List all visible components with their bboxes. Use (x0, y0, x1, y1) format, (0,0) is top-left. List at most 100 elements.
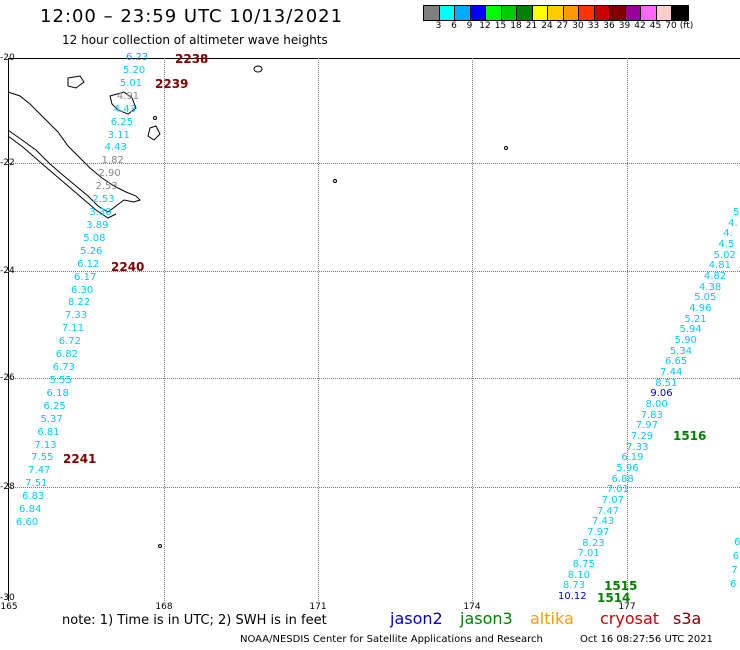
far-east-track-value: 6 (732, 551, 740, 562)
coastline-loyalty-north (67, 75, 85, 89)
lat-label-22: -22 (0, 158, 15, 168)
scale-swatch-13 (625, 6, 641, 20)
east-track-value: 7.33 (626, 441, 649, 453)
lat-label-26: -26 (0, 373, 15, 383)
east-track-value: 5.90 (674, 335, 697, 346)
west-track-value: 6.72 (58, 336, 82, 348)
west-track-value: 6.83 (22, 491, 45, 503)
west-track-value: 6.81 (37, 426, 60, 438)
east-track-value: 4. (723, 228, 733, 240)
east-track-value: 8.10 (567, 569, 590, 581)
east-track-value: 10.12 (558, 591, 587, 602)
east-track-value: 5.02 (713, 249, 736, 261)
west-track-value: 5.20 (122, 64, 146, 76)
west-track-value: 6.60 (16, 517, 39, 528)
east-track-value: 4.5 (718, 239, 735, 250)
gridline-lat-26 (8, 378, 740, 379)
east-track-value: 7.01 (577, 548, 600, 560)
west-track-value: 1.82 (101, 155, 124, 167)
scale-label: 70 (665, 21, 677, 31)
scale-label: 15 (494, 21, 507, 31)
gridline-lon-174 (472, 58, 473, 601)
coastline-loyalty-south (109, 91, 137, 115)
east-track-value: 8.75 (572, 559, 595, 570)
scale-swatch-2 (455, 6, 471, 20)
scale-label: (ft) (679, 21, 694, 31)
west-track-value: 4.91 (116, 90, 140, 102)
legend-note: note: 1) Time is in UTC; 2) SWH is in fe… (62, 613, 327, 628)
west-track-value: 7.47 (28, 465, 51, 477)
west-track-value: 6.30 (71, 284, 94, 296)
far-east-track-value: 7 (731, 565, 738, 576)
west-track-value: 3.89 (86, 219, 109, 231)
pass-label-1516: 1516 (673, 429, 707, 443)
scale-label: 27 (556, 21, 569, 31)
legend-jason3: jason3 (460, 609, 513, 628)
east-track-value: 5 (733, 207, 740, 218)
far-east-track-value: 6 (730, 579, 737, 590)
scale-label: 9 (466, 21, 473, 31)
east-track-value: 9.06 (650, 388, 673, 400)
scale-label: 39 (618, 21, 631, 31)
legend-cryosat: cryosat (600, 609, 660, 628)
west-track-value: 2.53 (92, 194, 115, 206)
east-track-value: 7.97 (635, 420, 659, 432)
east-track-value: 4.96 (689, 303, 712, 314)
west-track-value: 4.43 (113, 103, 137, 115)
coastline-island-small (147, 125, 161, 141)
map-frame (8, 58, 740, 601)
gridline-lat-28 (8, 487, 740, 488)
gridline-lon-177 (627, 58, 628, 601)
east-track-value: 5.94 (679, 324, 702, 336)
coastline-island-d (158, 544, 162, 548)
pass-label-1514: 1514 (597, 591, 631, 605)
east-track-value: 8.00 (645, 399, 668, 410)
west-track-value: 6.82 (55, 349, 78, 361)
west-track-value: 6.25 (110, 116, 133, 128)
west-track-value: 7.33 (64, 310, 88, 322)
gridline-lat-24 (8, 271, 740, 272)
scale-label: 45 (649, 21, 662, 31)
scale-swatch-0 (424, 6, 440, 20)
gridline-lon-171 (318, 58, 319, 601)
west-track-value: 7.11 (61, 323, 85, 335)
scale-swatch-8 (548, 6, 564, 20)
west-track-value: 3.30 (89, 207, 112, 218)
pass-label-2241: 2241 (63, 452, 97, 466)
east-track-value: 4.38 (698, 281, 722, 293)
scale-swatch-3 (470, 6, 486, 20)
west-track-value: 6.84 (19, 504, 42, 516)
gridline-lat-22 (8, 163, 740, 164)
scale-swatch-6 (517, 6, 533, 20)
east-track-value: 7.01 (606, 484, 629, 496)
west-track-value: 5.26 (80, 245, 103, 257)
scale-swatch-16 (672, 6, 688, 20)
west-track-value: 3.11 (107, 129, 130, 141)
east-track-value: 8.73 (562, 580, 586, 592)
lon-label-177: 177 (618, 602, 636, 612)
far-east-track-value: 6 (734, 537, 740, 548)
west-track-value: 5.08 (83, 232, 106, 244)
east-track-value: 6.65 (664, 356, 688, 368)
lon-label-174: 174 (463, 602, 481, 612)
scale-swatch-12 (610, 6, 626, 20)
scale-swatch-10 (579, 6, 595, 20)
east-track-value: 6.88 (611, 473, 634, 485)
footer-timestamp: Oct 16 08:27:56 UTC 2021 (580, 634, 713, 645)
scale-label: 12 (479, 21, 491, 31)
coastline-island-b (333, 179, 337, 183)
west-track-value: 6.25 (43, 400, 66, 412)
east-track-value: 6.19 (621, 452, 644, 464)
west-track-value: 6.12 (77, 258, 100, 270)
scale-label: 18 (510, 21, 522, 31)
scale-label: 3 (435, 21, 442, 31)
scale-label: 33 (587, 21, 600, 31)
east-track-value: 7.47 (596, 505, 620, 517)
scale-label: 36 (603, 21, 615, 31)
east-track-value: 5.34 (669, 345, 693, 357)
wave-height-color-scale (423, 5, 689, 21)
scale-swatch-11 (594, 6, 610, 20)
coastline-inner (7, 135, 117, 219)
coastline-island-a (153, 116, 157, 120)
